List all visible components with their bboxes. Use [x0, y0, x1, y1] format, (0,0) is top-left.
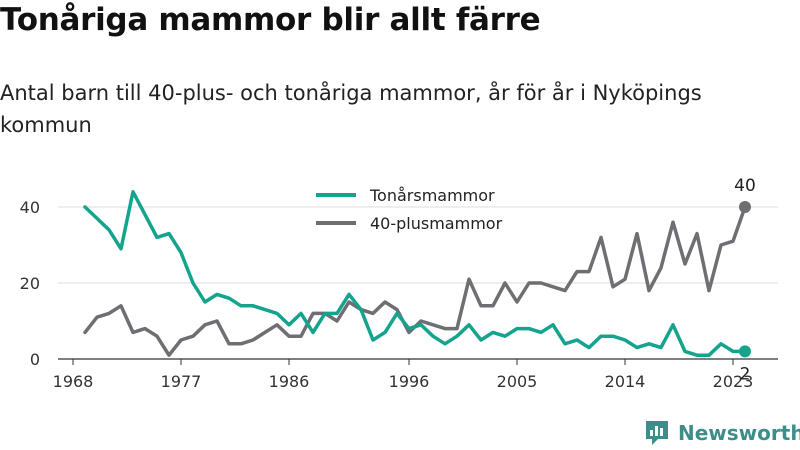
- y-tick-label: 20: [20, 274, 40, 293]
- newsworthy-brand[interactable]: Newsworthy: [644, 418, 800, 448]
- legend-item: 40-plusmammor: [316, 214, 503, 233]
- newsworthy-logo-icon: [646, 421, 668, 445]
- end-labels: 40 2: [734, 176, 756, 384]
- end-label-40-plusmammor: 40: [734, 176, 756, 196]
- x-tick-label: 1986: [269, 372, 310, 391]
- legend-label: 40-plusmammor: [370, 214, 503, 233]
- series-line-tonarsmammor: [83, 190, 747, 357]
- end-point-40-plusmammor: [739, 201, 751, 213]
- chart-title: Tonåriga mammor blir allt färre: [0, 2, 541, 38]
- legend-label: Tonårsmammor: [369, 186, 495, 205]
- x-tick-label: 1996: [389, 372, 430, 391]
- x-tick-label: 1977: [161, 372, 202, 391]
- y-tick-label: 40: [20, 198, 40, 217]
- x-tick-label: 2005: [497, 372, 538, 391]
- gridlines: [58, 206, 778, 360]
- legend: Tonårsmammor 40-plusmammor: [316, 186, 503, 233]
- chart-subtitle: Antal barn till 40-plus- och tonåriga ma…: [0, 81, 702, 137]
- x-tick-label: 1968: [53, 372, 94, 391]
- axis-ticks: 0 20 40 1968 1977 1986 1996 2005 2014 2023: [20, 198, 754, 391]
- legend-item: Tonårsmammor: [316, 186, 495, 205]
- y-tick-label: 0: [30, 350, 40, 369]
- brand-name: Newsworthy: [678, 421, 800, 445]
- x-tick-label: 2014: [605, 372, 646, 391]
- series-lines: [83, 190, 751, 358]
- end-point-tonarsmammor: [739, 345, 751, 358]
- x-tick-label: 2023: [713, 372, 754, 391]
- end-label-tonarsmammor: 2: [740, 364, 751, 384]
